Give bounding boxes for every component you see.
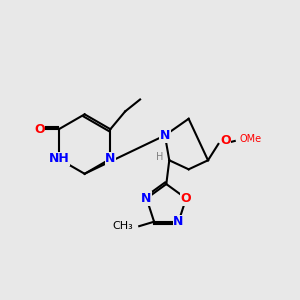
Text: N: N	[160, 129, 170, 142]
Text: N: N	[105, 152, 116, 165]
Text: CH₃: CH₃	[112, 221, 133, 231]
Text: O: O	[34, 123, 45, 136]
Text: H: H	[156, 152, 163, 162]
Text: OMe: OMe	[239, 134, 261, 145]
Text: NH: NH	[49, 152, 69, 165]
Text: O: O	[181, 192, 191, 205]
Text: N: N	[173, 215, 184, 228]
Text: O: O	[220, 134, 230, 148]
Text: N: N	[141, 192, 152, 205]
